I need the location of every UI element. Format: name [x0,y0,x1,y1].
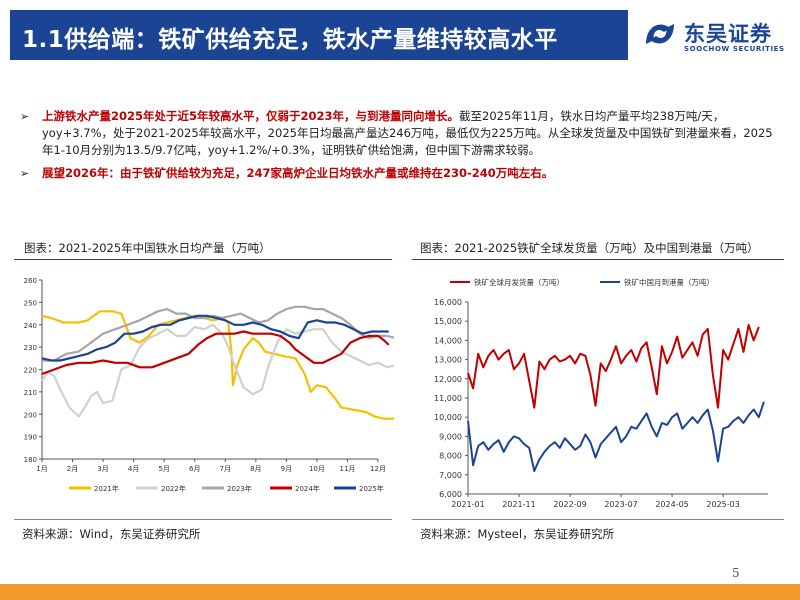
legend-label: 2024年 [295,484,320,493]
y-tick-label: 6,000 [439,490,462,499]
y-tick-label: 180 [24,456,37,464]
series-line [42,305,394,362]
legend-label: 2022年 [161,484,186,493]
y-tick-label: 8,000 [439,452,462,461]
right-caption-divider [412,259,784,260]
x-tick-label: 6月 [189,465,200,473]
y-tick-label: 15,000 [434,317,462,326]
left-chart-caption: 图表：2021-2025年中国铁水日均产量（万吨） [24,241,271,255]
x-tick-label: 7月 [220,465,231,473]
right-chart-caption: 图表：2021-2025铁矿全球发货量（万吨）及中国到港量（万吨） [420,241,759,255]
x-tick-label: 2021-11 [502,500,535,509]
page-number: 5 [732,566,740,580]
x-tick-label: 10月 [309,465,325,473]
x-tick-label: 2022-09 [553,500,586,509]
y-tick-label: 9,000 [439,432,462,441]
logo-text-en: SOOCHOW SECURITIES [684,45,785,53]
series-line [41,310,394,420]
iron-output-chart: 180 190 200 210 220 230 240 250 260 1月 2月 3月 4月 5月 6月 7… [24,277,394,493]
left-chart-source: 资料来源：Wind，东吴证券研究所 [22,527,201,541]
bullet-list: ➢ 上游铁水产量2025年处于近5年较高水平，仅弱于2023年，与到港量同向增长… [16,108,776,188]
y-tick-label: 14,000 [434,336,462,345]
bullet-item: ➢ 展望2026年：由于铁矿供给较为充足，247家高炉企业日均铁水产量或维持在2… [16,165,776,182]
right-source-divider [412,519,784,520]
x-tick-label: 4月 [128,465,139,473]
x-tick-label: 12月 [370,465,386,473]
legend-label: 2021年 [94,484,119,493]
left-caption-divider [14,259,392,260]
bullet-highlight: 上游铁水产量2025年处于近5年较高水平，仅弱于2023年，与到港量同向增长。 [42,109,460,123]
y-tick-label: 250 [24,299,37,307]
y-tick-label: 260 [24,277,37,285]
arrow-bullet-icon: ➢ [20,110,30,123]
bullet-highlight: 展望2026年：由于铁矿供给较为充足，247家高炉企业日均铁水产量或维持在230… [42,166,554,180]
bullet-text: 截至2025年11月，铁水日均产量平均238万吨/天，yoy+3.7%，处于20… [42,109,773,157]
logo-text-cn: 东吴证券 [684,22,772,46]
footer-bar [0,584,800,600]
y-tick-label: 7,000 [439,471,462,480]
y-tick-label: 210 [24,389,37,397]
y-tick-label: 13,000 [434,356,462,365]
y-tick-label: 12,000 [434,375,462,384]
x-tick-label: 3月 [97,465,108,473]
soochow-logo-icon [646,24,674,44]
bullet-item: ➢ 上游铁水产量2025年处于近5年较高水平，仅弱于2023年，与到港量同向增长… [16,108,776,159]
x-tick-label: 8月 [250,465,261,473]
legend-label: 铁矿中国月到港量（万吨） [624,277,714,287]
x-tick-label: 11月 [339,465,355,473]
y-tick-label: 230 [24,344,37,352]
x-tick-label: 2021-01 [451,500,484,509]
series-line [467,401,765,472]
y-tick-label: 11,000 [434,394,462,403]
right-chart-source: 资料来源：Mysteel，东吴证券研究所 [420,527,615,541]
iron-ore-shipment-chart: 6,000 7,000 8,000 9,000 10,000 11,000 12,000 13… [434,277,768,509]
title-bar: 1.1供给端：铁矿供给充足，铁水产量维持较高水平 [10,10,628,60]
left-source-divider [14,519,392,520]
series-line [41,314,389,362]
x-tick-label: 9月 [281,465,292,473]
page-title: 1.1供给端：铁矿供给充足，铁水产量维持较高水平 [22,27,558,53]
x-tick-label: 2024-05 [655,500,688,509]
series-line [467,324,760,409]
y-tick-label: 240 [24,322,37,330]
x-tick-label: 1月 [36,465,47,473]
y-tick-label: 10,000 [434,413,462,422]
x-tick-label: 2月 [67,465,78,473]
y-tick-label: 220 [24,367,37,375]
y-tick-label: 200 [24,411,37,419]
legend-label: 2023年 [227,484,252,493]
x-tick-label: 2023-07 [604,500,637,509]
series-line [41,330,390,376]
legend-label: 2025年 [359,484,384,493]
arrow-bullet-icon: ➢ [20,167,30,180]
x-tick-label: 5月 [158,465,169,473]
y-tick-label: 16,000 [434,298,462,307]
legend-label: 铁矿全球月发货量（万吨） [474,277,564,287]
y-tick-label: 190 [24,434,37,442]
brand-logo: 东吴证券 SOOCHOW SECURITIES [640,14,790,60]
x-tick-label: 2025-03 [706,500,739,509]
series-line [41,323,394,418]
